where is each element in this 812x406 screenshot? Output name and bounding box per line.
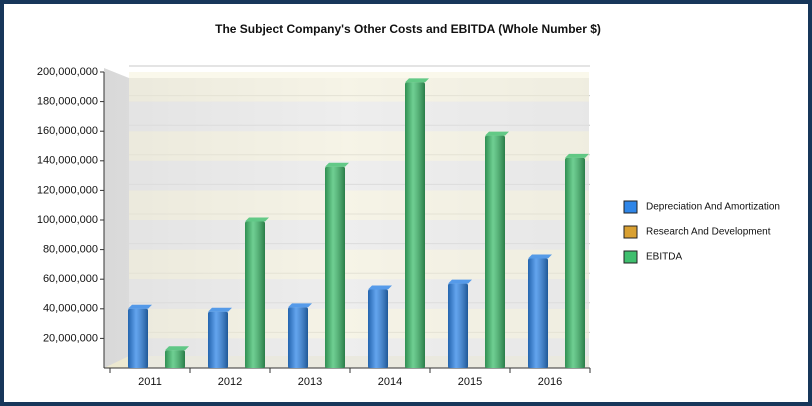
- bar-top: [485, 131, 509, 136]
- grid-band: [129, 160, 589, 191]
- bar-shade: [405, 82, 425, 369]
- bar-top: [208, 307, 232, 312]
- bar-top: [288, 303, 312, 308]
- bar-shade: [485, 135, 505, 368]
- x-tick-label: 2015: [458, 376, 482, 388]
- x-tick-label: 2014: [378, 376, 402, 388]
- y-tick-label: 180,000,000: [37, 96, 98, 108]
- legend-label: Research And Development: [646, 227, 771, 238]
- bar-top: [368, 285, 392, 290]
- x-tick-label: 2013: [298, 376, 322, 388]
- y-tick-label: 60,000,000: [43, 273, 98, 285]
- bar-shade: [128, 308, 148, 368]
- legend-label: Depreciation And Amortization: [646, 202, 780, 213]
- grid-band: [129, 338, 589, 368]
- bar-shade: [165, 350, 185, 368]
- grid-band: [129, 279, 589, 309]
- legend-swatch: [623, 250, 638, 264]
- grid-band: [129, 249, 589, 280]
- y-tick-label: 200,000,000: [37, 66, 98, 78]
- legend-label: EBITDA: [646, 252, 682, 263]
- bar-top: [528, 254, 552, 259]
- y-tick-label: 80,000,000: [43, 244, 98, 256]
- bar-top: [165, 346, 189, 351]
- bar-top: [325, 162, 349, 167]
- legend-swatch: [623, 200, 638, 214]
- grid-band: [129, 308, 589, 339]
- bar-top: [405, 78, 429, 83]
- bar-top: [448, 279, 472, 284]
- bar-shade: [245, 221, 265, 368]
- bar-top: [565, 153, 589, 158]
- bar-top: [245, 217, 269, 222]
- x-tick-label: 2016: [538, 376, 562, 388]
- y-tick-label: 140,000,000: [37, 155, 98, 167]
- bar-shade: [325, 166, 345, 368]
- x-tick-label: 2011: [138, 376, 162, 388]
- y-tick-label: 20,000,000: [43, 332, 98, 344]
- bar-shade: [208, 311, 228, 368]
- grid-band: [129, 72, 589, 102]
- grid-band: [129, 131, 589, 161]
- y-tick-label: 40,000,000: [43, 303, 98, 315]
- grid-band: [129, 101, 589, 132]
- chart: The Subject Company's Other Costs and EB…: [4, 4, 808, 402]
- bar-shade: [368, 289, 388, 368]
- grid-band: [129, 190, 589, 220]
- bar-shade: [528, 258, 548, 368]
- x-tick-label: 2012: [218, 376, 242, 388]
- legend-swatch: [623, 225, 638, 239]
- y-tick-label: 160,000,000: [37, 125, 98, 137]
- bar-shade: [288, 307, 308, 368]
- bar-shade: [448, 283, 468, 368]
- bar-shade: [565, 157, 585, 368]
- grid-band: [129, 220, 589, 250]
- bar-top: [128, 304, 152, 309]
- y-tick-label: 100,000,000: [37, 214, 98, 226]
- y-tick-label: 120,000,000: [37, 184, 98, 196]
- chart-title: The Subject Company's Other Costs and EB…: [215, 22, 601, 36]
